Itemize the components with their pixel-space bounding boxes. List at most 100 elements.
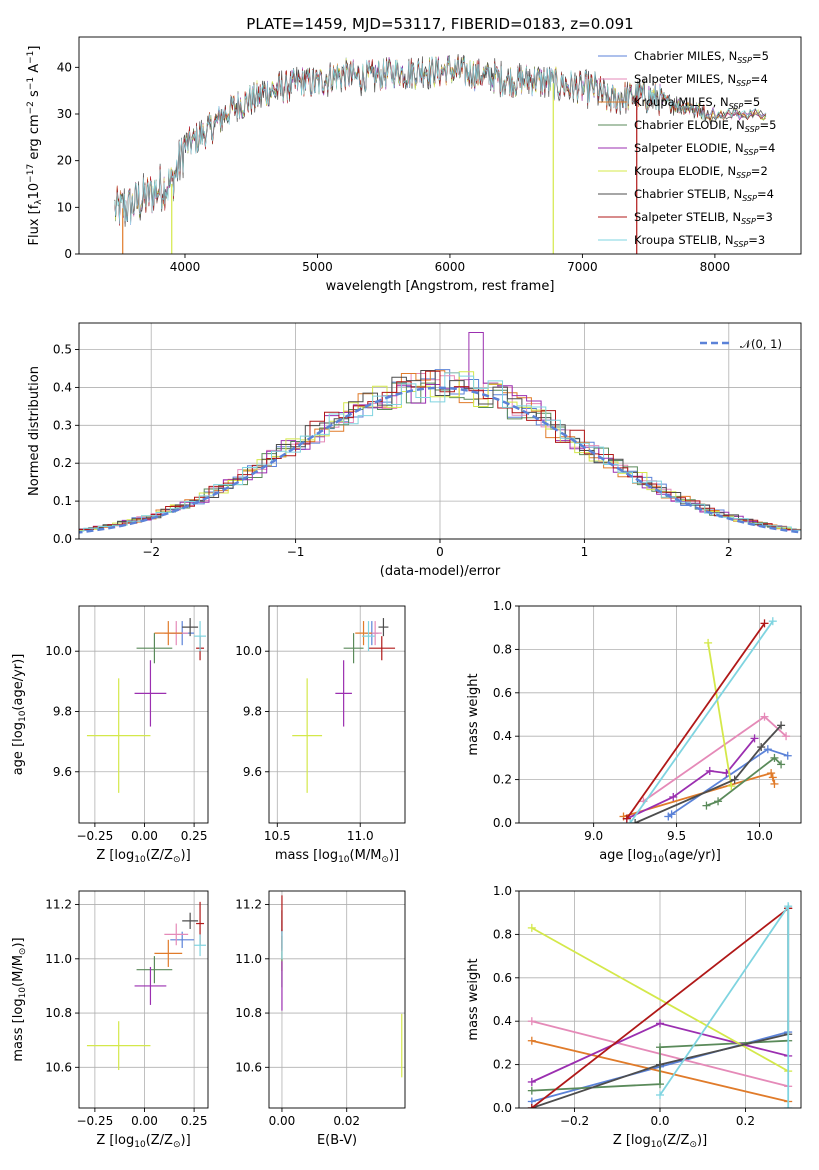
legend-text: , N [718,233,734,247]
label-text: age [log [599,848,652,863]
y-tick-label: 9.8 [243,704,262,718]
x-tick-label: −0.2 [560,1114,589,1128]
legend-text: = [758,141,768,155]
axes-border [78,36,802,255]
label-text: mass weight [466,673,481,755]
mass-vs-ebv-panel: 0.00 0.02 10.6 10.8 11.0 11.2 E(B-V) [235,890,406,1148]
label-text: )] [11,937,26,947]
x-tick-label: 0.00 [131,1114,158,1128]
label-text: ] [27,46,42,51]
label-text: (Z/Z [146,1133,173,1148]
x-tick-label: 0 [436,545,444,559]
y-tick-label: 0.4 [493,729,512,743]
legend-text: , N [720,164,736,178]
y-axis-label: mass weight [466,673,481,755]
legend-text: , N [726,187,742,201]
y-tick-label: 40 [57,60,72,74]
legend-nssp: 3 [765,210,772,224]
residual-histogram [79,372,801,532]
x-tick-label: −0.25 [76,1114,113,1128]
plot-area [527,902,793,1108]
y-tick-label: 0.4 [53,380,72,394]
legend-text: = [757,187,767,201]
label-text: mass weight [466,958,481,1040]
legend-series-name: Salpeter ELODIE [634,141,728,155]
x-tick-label: 0.25 [181,1114,208,1128]
x-axis-label: wavelength [Angstrom, rest frame] [326,279,555,294]
legend-text: = [756,210,766,224]
x-axis-label: E(B-V) [317,1133,357,1148]
mass-weight-line [707,642,733,787]
label-text: mass [log [11,998,26,1061]
label-superscript: −1 [26,77,36,90]
mass-weight-line [659,903,790,1108]
legend-text: = [752,49,762,63]
label-text: )] [697,1133,707,1148]
x-tick-label: 9.5 [667,829,686,843]
label-text: Flux [f [27,204,42,245]
legend-nssp: 5 [762,49,769,63]
label-text: mass [log [275,848,338,863]
label-text: (Z/Z [662,1133,689,1148]
age-vs-metallicity-panel: −0.25 0.00 0.25 9.6 9.8 10.0 Z [log10​(Z/Z⊙​)]… [11,605,209,865]
label-subscript: 10 [134,1140,146,1150]
x-axis-label: Z [log10​(Z/Z⊙​)] [613,1133,707,1150]
legend-text: , N [725,210,741,224]
legend-series-name: Kroupa STELIB [634,233,718,247]
label-subscript: ⊙ [381,855,389,865]
plot-area [79,332,801,534]
legend-text: = [751,164,761,178]
y-tick-label: 11.0 [45,952,72,966]
y-axis-label: mass [log10​(M/M⊙​)] [11,937,28,1061]
x-tick-label: 7000 [567,260,598,274]
y-tick-label: 0.6 [493,971,512,985]
y-tick-label: 0.3 [53,418,72,432]
y-axis-label: Flux [fλ​10−17​ erg cm−2​ s−1​ A−1​] [26,46,44,246]
x-tick-label: −0.25 [76,829,113,843]
x-tick-label: 11.0 [347,829,374,843]
legend-text: , N [720,72,736,86]
legend-series-name: Chabrier MILES [634,49,721,63]
legend-series-name: Kroupa MILES [634,95,713,109]
label-subscript: 10 [338,855,350,865]
y-tick-label: 11.2 [45,898,72,912]
spectrum-line [114,56,767,225]
weight-vs-metallicity-panel: −0.2 0.0 0.2 0.0 0.2 0.4 0.6 0.8 1.0 Z [log10​(Z/… [466,884,802,1150]
label-subscript: ⊙ [18,948,28,956]
axes-border [268,605,406,824]
label-text: erg cm [27,114,42,163]
x-tick-label: 0.0 [650,1114,669,1128]
label-text: (Z/Z [146,848,173,863]
y-tick-label: 0.0 [53,532,72,546]
axes-frame: −0.2 0.0 0.2 0.0 0.2 0.4 0.6 0.8 1.0 Z [log10​(Z/… [466,884,802,1150]
mass-weight-line [623,772,776,818]
x-tick-label: 0.2 [736,1114,755,1128]
x-tick-label: −2 [142,545,160,559]
mass-weight-line [667,748,788,818]
y-tick-label: 20 [57,154,72,168]
axes-border [518,605,802,824]
y-tick-label: 1.0 [493,599,512,613]
legend-nssp: 2 [760,164,767,178]
label-superscript: −17 [26,164,36,183]
residual-histogram [79,382,801,531]
y-tick-label: 0 [64,247,72,261]
mass-weight-line [629,620,774,823]
mass-vs-metallicity-panel: −0.25 0.00 0.25 10.6 10.8 11.0 11.2 Z [log10​(Z… [11,890,209,1150]
y-tick-label: 1.0 [493,884,512,898]
y-tick-label: 0.0 [493,816,512,830]
label-text: (M/M [11,955,26,987]
legend-subscript: SSP [744,148,759,157]
x-tick-label: −1 [287,545,305,559]
y-tick-label: 11.2 [235,898,262,912]
mass-weight-line [531,927,789,1072]
label-subscript: 10 [652,855,664,865]
y-tick-label: 0.1 [53,494,72,508]
x-tick-label: 6000 [435,260,466,274]
y-tick-label: 10.6 [45,1060,72,1074]
x-tick-label: 4000 [170,260,201,274]
y-tick-label: 0.2 [53,456,72,470]
label-subscript: 10 [18,710,28,722]
